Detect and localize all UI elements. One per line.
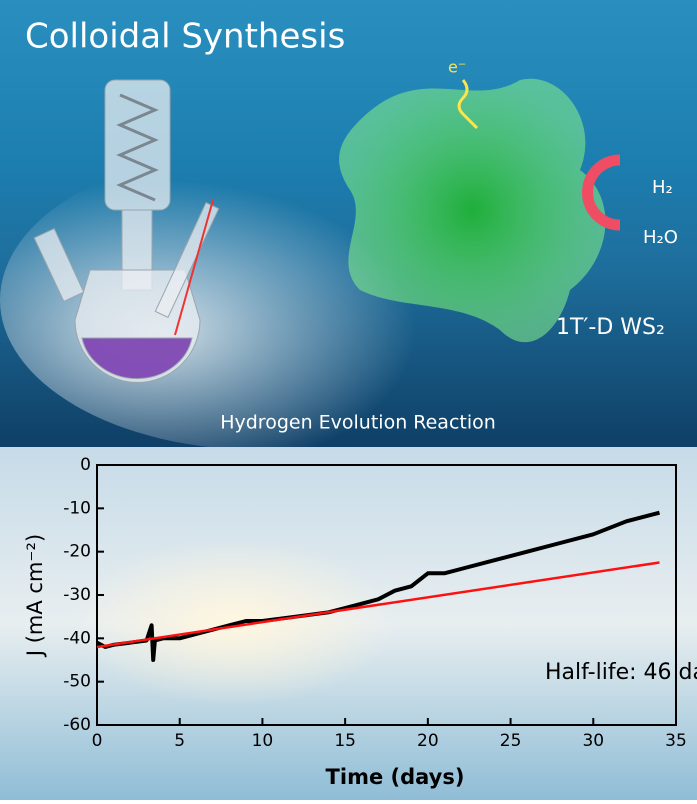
reactant-label: H₂O — [643, 227, 678, 248]
y-tick-label: -50 — [63, 672, 91, 692]
data-line — [96, 561, 660, 649]
material-label: 1T′-D WS₂ — [556, 315, 665, 340]
y-tick-label: -40 — [63, 628, 91, 648]
x-tick-label: 5 — [174, 731, 185, 751]
y-tick-label: -60 — [63, 715, 91, 735]
x-tick-label: 25 — [500, 731, 522, 751]
x-tick-label: 15 — [334, 731, 356, 751]
x-tick-label: 0 — [92, 731, 103, 751]
y-axis-label: J (mA cm⁻²) — [23, 534, 47, 658]
chart: Time (days) J (mA cm⁻²) Half-life: 46 da… — [0, 447, 697, 800]
x-tick-label: 35 — [665, 731, 687, 751]
illustration-caption: Hydrogen Evolution Reaction — [220, 412, 496, 434]
y-tick-label: 0 — [80, 455, 91, 475]
electron-label: e⁻ — [448, 58, 466, 77]
illustration: Colloidal Synthesis e⁻ H₂ H₂O 1T′-D WS₂ … — [0, 0, 697, 450]
product-label: H₂ — [652, 177, 673, 198]
illustration-title: Colloidal Synthesis — [25, 17, 345, 57]
ws2-nanoflower — [339, 78, 606, 343]
x-tick-label: 20 — [417, 731, 439, 751]
reaction-arrow — [582, 154, 621, 231]
sun-glow — [50, 490, 510, 730]
annotation: Half-life: 46 days — [545, 660, 697, 685]
x-tick-label: 30 — [582, 731, 604, 751]
y-tick-label: -30 — [63, 585, 91, 605]
x-tick-label: 10 — [252, 731, 274, 751]
y-tick-label: -10 — [63, 498, 91, 518]
y-tick-label: -20 — [63, 542, 91, 562]
x-axis-label: Time (days) — [326, 765, 465, 789]
electron-arrow — [457, 79, 479, 130]
flask — [33, 79, 220, 383]
